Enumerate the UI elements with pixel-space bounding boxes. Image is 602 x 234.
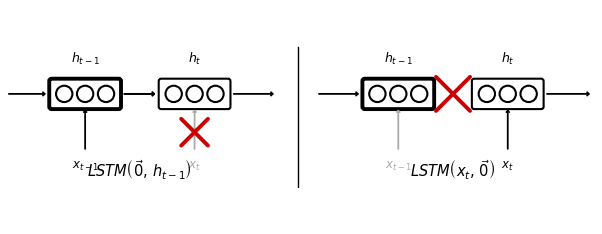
Text: $h_t$: $h_t$ <box>188 51 202 67</box>
Text: $x_{t-1}$: $x_{t-1}$ <box>385 160 412 173</box>
FancyBboxPatch shape <box>49 79 121 109</box>
Text: $x_{t-1}$: $x_{t-1}$ <box>72 160 99 173</box>
Text: $h_t$: $h_t$ <box>501 51 515 67</box>
FancyBboxPatch shape <box>362 79 434 109</box>
FancyBboxPatch shape <box>159 79 231 109</box>
Text: $h_{t-1}$: $h_{t-1}$ <box>384 51 413 67</box>
Text: $x_t$: $x_t$ <box>501 160 514 173</box>
Text: $x_t$: $x_t$ <box>188 160 201 173</box>
Text: $h_{t-1}$: $h_{t-1}$ <box>70 51 99 67</box>
Text: $\mathit{LSTM}\left(\vec{0},\, h_{t-1}\right)$: $\mathit{LSTM}\left(\vec{0},\, h_{t-1}\r… <box>87 158 193 182</box>
FancyBboxPatch shape <box>472 79 544 109</box>
Text: $\mathit{LSTM}\left(x_t,\, \vec{0}\right)$: $\mathit{LSTM}\left(x_t,\, \vec{0}\right… <box>411 158 495 182</box>
